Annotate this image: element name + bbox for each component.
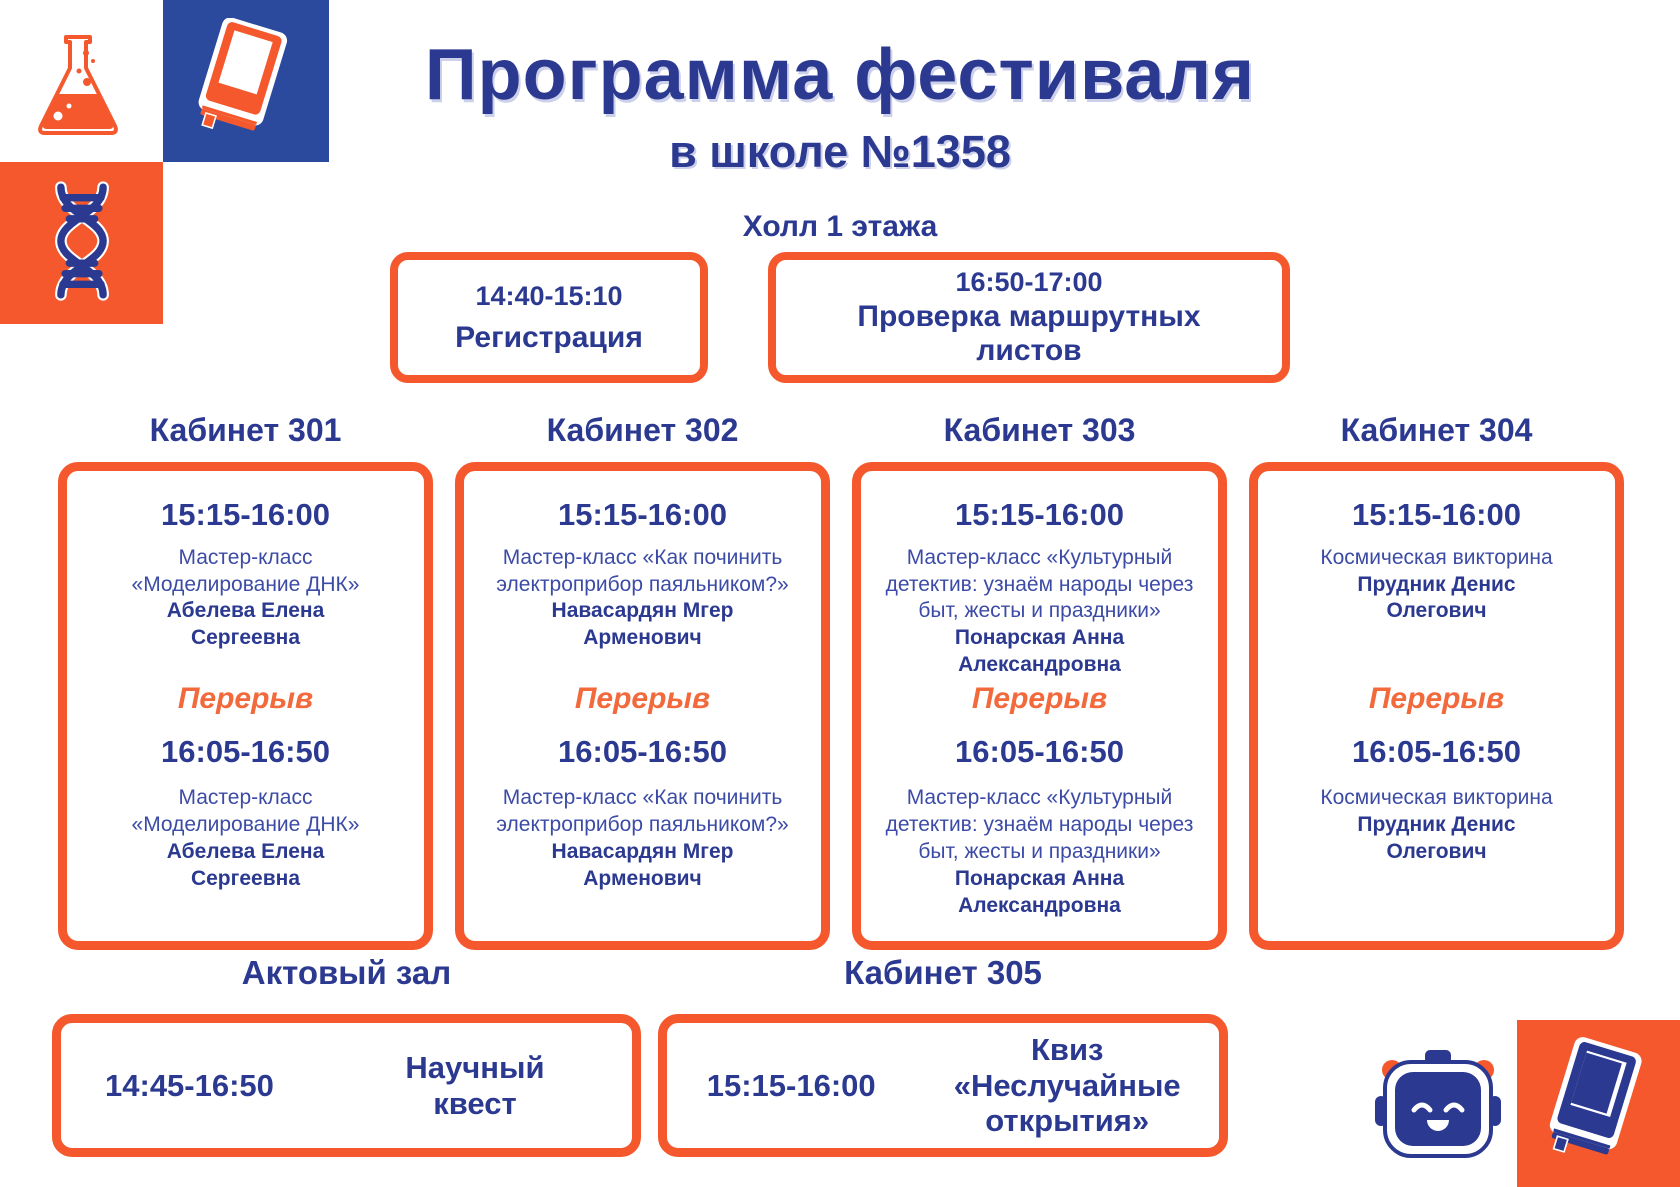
event-time: 14:40-15:10 [475,280,623,311]
room-header-304: Кабинет 304 [1340,412,1533,448]
room-card-301: 15:15-16:00 Мастер-класс «Моделирование … [58,462,433,950]
session-info: Мастер-класс «Культурный детектив: узнаё… [886,545,1194,681]
session-presenter: Абелева Елена Сергеевна [166,599,325,650]
room-header-303: Кабинет 303 [943,412,1136,448]
session-info: Мастер-класс «Как починить электроприбор… [496,545,788,681]
hall-card-registration: 14:40-15:10 Регистрация [390,252,708,383]
session-title: Мастер-класс «Как починить электроприбор… [496,786,789,837]
session-title: Мастер-класс «Как починить электроприбор… [496,545,789,596]
session-time: 16:05-16:50 [161,733,330,769]
book-icon [188,16,304,145]
orange-square [1517,1020,1680,1187]
session-title: Мастер-класс «Культурный детектив: узнаё… [885,786,1194,864]
assembly-hall-header: Актовый зал [241,954,452,991]
event-title: Квиз «Неслучайные открытия» [953,1032,1181,1139]
session-presenter: Абелева Елена Сергеевна [166,840,325,890]
session-time: 15:15-16:00 [558,497,727,532]
event-time: 15:15-16:00 [706,1067,876,1103]
session-title: Мастер-класс «Моделирование ДНК» [131,545,360,596]
page-title: Программа фестиваля [424,35,1256,115]
assembly-hall-card: 14:45-16:50 Научный квест [52,1014,641,1157]
flask-icon [28,30,128,142]
robot-icon [1375,1048,1501,1158]
session-time: 15:15-16:00 [161,497,330,532]
room-header-302: Кабинет 302 [546,412,739,448]
session-title: Космическая викторина [1320,545,1553,569]
session-presenter: Навасардян Мгер Арменович [551,840,734,890]
event-title: Проверка маршрутных листов [857,300,1201,367]
session-time: 15:15-16:00 [955,497,1124,532]
session-time: 16:05-16:50 [1352,733,1521,769]
blue-square [163,0,329,162]
break-label: Перерыв [1368,681,1505,715]
event-time: 14:45-16:50 [105,1067,274,1103]
session-time: 15:15-16:00 [1352,497,1521,532]
break-label: Перерыв [177,681,314,715]
room-header-301: Кабинет 301 [149,412,342,448]
session-title: Мастер-класс «Моделирование ДНК» [131,786,360,837]
event-title: Регистрация [455,320,643,354]
page-subtitle: в школе №1358 [669,126,1011,177]
break-label: Перерыв [971,681,1108,715]
event-time: 16:50-17:00 [955,267,1103,298]
session-info: Мастер-класс «Моделирование ДНК» Абелева… [132,785,360,893]
session-presenter: Понарская Анна Александровна [954,866,1125,917]
session-info: Мастер-класс «Моделирование ДНК» Абелева… [132,545,360,681]
session-info: Мастер-класс «Культурный детектив: узнаё… [886,785,1194,919]
room-cards-row: 15:15-16:00 Мастер-класс «Моделирование … [58,462,1624,950]
session-title: Космическая викторина [1320,786,1553,810]
session-presenter: Понарская Анна Александровна [954,626,1125,677]
room-header-305: Кабинет 305 [844,954,1042,991]
session-time: 16:05-16:50 [955,733,1124,769]
session-title: Мастер-класс «Культурный детектив: узнаё… [885,545,1194,623]
room-headers-row: Кабинет 301 Кабинет 302 Кабинет 303 Каби… [58,412,1624,449]
break-label: Перерыв [574,681,711,715]
room-card-304: 15:15-16:00 Космическая викторина Прудни… [1249,462,1624,950]
room-card-302: 15:15-16:00 Мастер-класс «Как починить э… [455,462,830,950]
book-icon [1539,1037,1659,1170]
room-305-card: 15:15-16:00 Квиз «Неслучайные открытия» [658,1014,1228,1157]
session-presenter: Прудник Денис Олегович [1357,572,1516,623]
orange-square [0,162,163,324]
hall-heading: Холл 1 этажа [742,210,938,243]
event-title: Научный квест [405,1049,545,1121]
hall-card-route-check: 16:50-17:00 Проверка маршрутных листов [768,252,1290,383]
room-card-303: 15:15-16:00 Мастер-класс «Культурный дет… [852,462,1227,950]
session-time: 16:05-16:50 [558,733,727,769]
session-presenter: Навасардян Мгер Арменович [551,599,734,650]
session-info: Мастер-класс «Как починить электроприбор… [496,785,788,893]
session-info: Космическая викторина Прудник Денис Олег… [1320,785,1552,866]
session-info: Космическая викторина Прудник Денис Олег… [1320,545,1552,681]
dna-icon [44,180,120,306]
session-presenter: Прудник Денис Олегович [1357,813,1516,864]
